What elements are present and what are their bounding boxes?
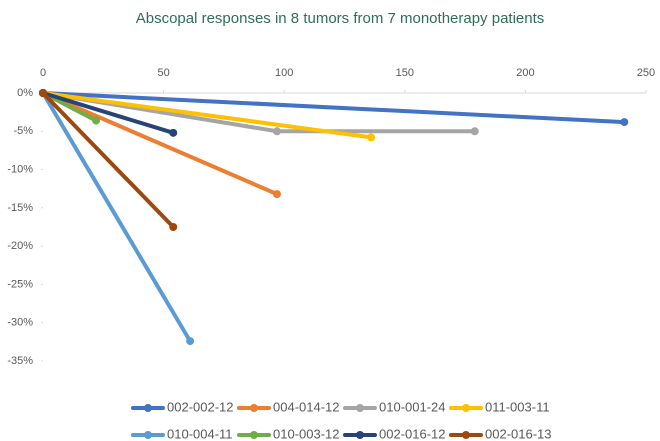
y-tick-label: -5% [13,125,33,137]
data-point [470,127,479,136]
y-tick-label: -20% [7,240,33,252]
x-tick-label: 100 [275,67,293,79]
data-point [169,128,178,137]
data-point [620,118,629,127]
legend-marker [250,404,258,412]
legend-marker [356,404,364,412]
data-point [272,190,281,199]
series-line [41,91,193,344]
x-tick-label: 250 [637,67,655,79]
legend-marker [144,404,152,412]
chart-title: Abscopal responses in 8 tumors from 7 mo… [136,10,545,27]
legend-marker [356,431,364,439]
y-tick-label: 0% [17,87,33,99]
legend-marker [144,431,152,439]
series-line [41,91,176,229]
legend-marker [462,404,470,412]
legend-label: 010-001-24 [379,399,446,414]
legend-label: 011-003-11 [485,399,550,414]
legend-marker [462,431,470,439]
data-point [92,116,101,125]
data-point [39,89,47,97]
y-tick-label: -15% [7,202,33,214]
legend-label: 002-016-12 [379,426,446,441]
series-line [41,91,374,140]
y-tick-label: -10% [7,163,33,175]
series-line [41,91,176,135]
x-tick-label: 50 [157,67,169,79]
data-point [169,223,178,231]
y-tick-label: -25% [7,278,33,290]
x-tick-label: 0 [40,67,46,79]
x-tick-label: 200 [516,67,534,79]
data-point [367,133,376,142]
legend-label: 004-014-12 [273,399,340,414]
legend-label: 002-002-12 [167,399,234,414]
y-tick-label: -35% [7,355,33,367]
legend-label: 010-004-11 [167,426,233,441]
legend-label: 002-016-13 [485,426,552,441]
data-point [272,127,281,136]
data-point [186,337,195,346]
series-line [41,91,627,125]
x-tick-label: 150 [396,67,414,79]
legend-marker [250,431,258,439]
series-line [41,91,279,197]
legend-label: 010-003-12 [273,426,340,441]
y-tick-label: -30% [7,317,33,329]
